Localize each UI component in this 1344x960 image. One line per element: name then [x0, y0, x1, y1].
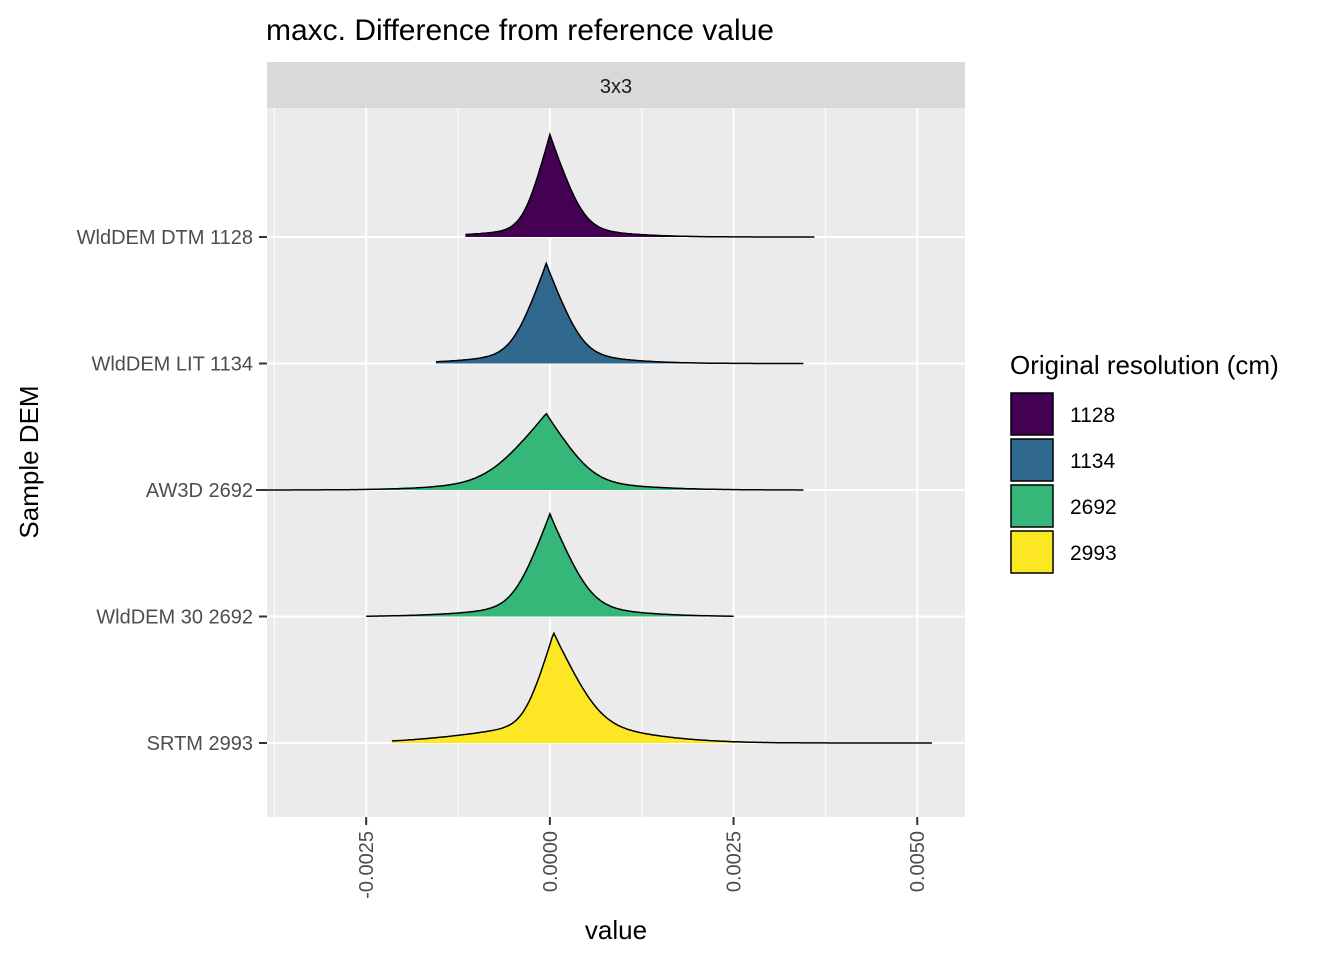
y-axis-title: Sample DEM [14, 385, 44, 538]
ridge-fill [465, 134, 815, 237]
ridge-5 [391, 631, 932, 744]
y-axis: WldDEM DTM 1128 WldDEM LIT 1134 AW3D 2692 W… [77, 227, 267, 755]
legend-title: Original resolution (cm) [1010, 350, 1279, 380]
y-tick-label: WldDEM LIT 1134 [91, 354, 253, 376]
facet-label: 3x3 [600, 76, 632, 98]
x-tick-label: 0.0050 [907, 831, 929, 892]
legend-swatch [1010, 484, 1054, 528]
x-tick-label: 0.0025 [724, 831, 746, 892]
x-axis: -0.0025 0.0000 0.0025 0.0050 [356, 817, 929, 899]
legend-entry: 2993 [1010, 530, 1117, 574]
y-tick-label: WldDEM 30 2692 [96, 607, 253, 629]
ridge-fill [436, 263, 804, 364]
ridge-fill [391, 633, 932, 743]
ridge-2 [435, 261, 804, 365]
legend-label: 2993 [1070, 542, 1117, 565]
x-axis-title: value [585, 915, 647, 945]
ridge-4 [366, 511, 734, 617]
x-tick-label: -0.0025 [356, 831, 378, 899]
chart-title: maxc. Difference from reference value [266, 14, 774, 47]
ridge-outline [256, 412, 804, 491]
legend-swatch [1010, 438, 1054, 482]
ridge-3 [256, 412, 804, 491]
facet-strip [267, 62, 965, 108]
legend-label: 1128 [1070, 404, 1115, 427]
legend-entry: 2692 [1010, 484, 1117, 528]
legend-entry: 1134 [1010, 438, 1115, 482]
ridge-fill [256, 413, 804, 490]
legend-swatch [1010, 530, 1054, 574]
x-tick-label: 0.0000 [540, 831, 562, 892]
legend-label: 2692 [1070, 496, 1117, 519]
y-tick-label: WldDEM DTM 1128 [77, 227, 253, 249]
ridges [256, 132, 932, 744]
ridge-outline [465, 132, 815, 238]
legend-swatch [1010, 392, 1054, 436]
legend: Original resolution (cm) 1128 1134 2692 299… [1010, 350, 1279, 574]
ridge-outline [435, 261, 804, 365]
ridge-1 [465, 132, 815, 238]
y-tick-label: SRTM 2993 [147, 733, 253, 755]
plot-panel [267, 108, 965, 817]
ridge-fill [366, 513, 734, 617]
ridge-outline [366, 511, 734, 617]
legend-entry: 1128 [1010, 392, 1115, 436]
ridge-outline [391, 631, 932, 744]
y-tick-label: AW3D 2692 [146, 480, 253, 502]
legend-label: 1134 [1070, 450, 1115, 473]
